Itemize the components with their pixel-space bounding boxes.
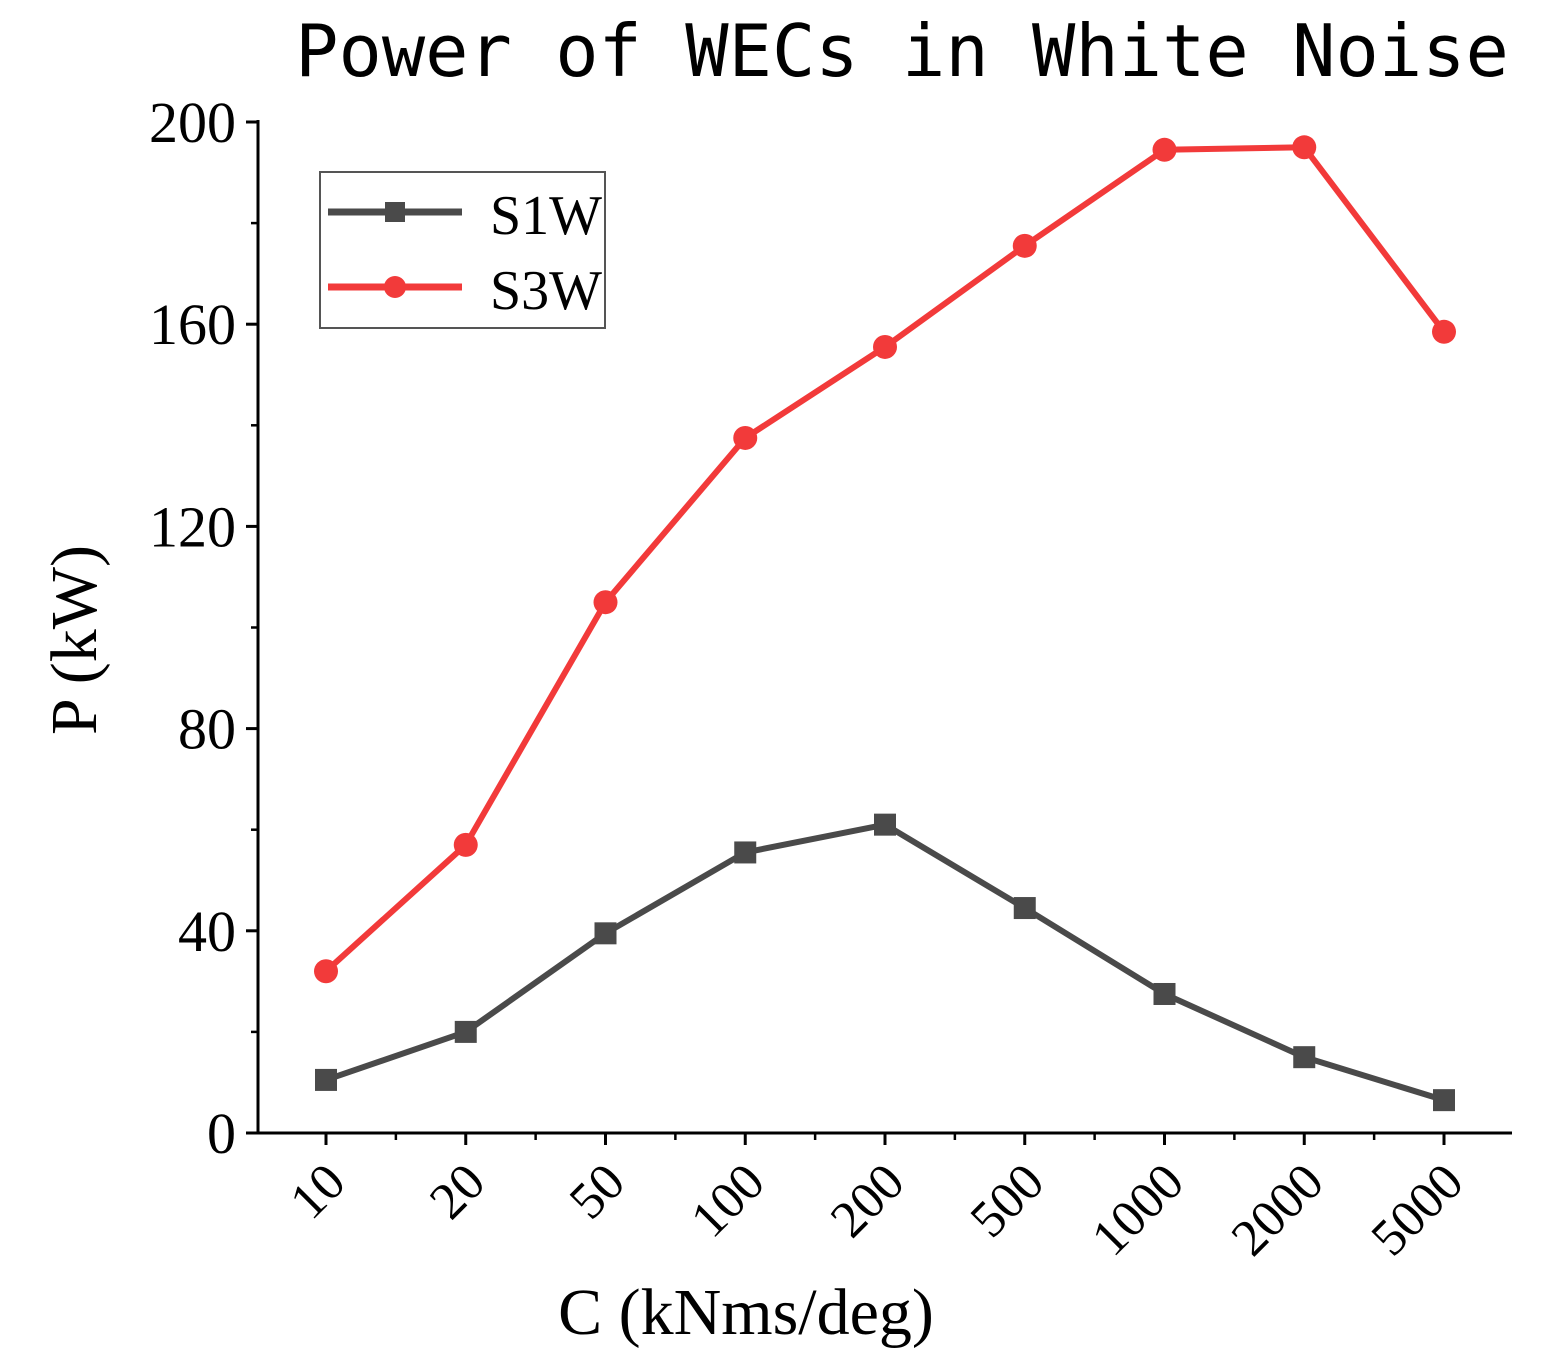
data-point-s1w (1433, 1089, 1455, 1112)
data-point-s3w (314, 959, 338, 984)
x-tick-label: 2000 (1221, 1153, 1335, 1267)
x-tick-label: 5000 (1361, 1153, 1475, 1267)
series-group (314, 135, 1456, 1112)
x-tick-label: 1000 (1081, 1153, 1195, 1267)
data-point-s3w (1012, 233, 1037, 258)
x-tick-label: 200 (820, 1153, 915, 1248)
x-tick-label: 20 (419, 1153, 496, 1230)
chart-title: Power of WECs in White Noise (295, 9, 1509, 93)
data-point-s1w (734, 841, 757, 864)
y-axis-label: P (kW) (38, 545, 111, 735)
data-point-s3w (1432, 319, 1456, 344)
data-point-s3w (453, 832, 478, 857)
x-axis-ticks: 10 20 50 100 200 500 1000 2000 5000 (279, 1133, 1474, 1267)
data-point-s1w (1293, 1046, 1316, 1069)
legend-label-s1w: S1W (490, 185, 602, 247)
legend-box (319, 171, 606, 329)
y-axis-ticks: 0 40 80 120 160 200 (149, 90, 258, 1166)
legend-marker-s1w (385, 202, 405, 222)
data-point-s1w (1153, 982, 1176, 1005)
y-tick-label: 120 (149, 494, 236, 559)
data-point-s1w (315, 1068, 337, 1091)
data-point-s1w (454, 1020, 477, 1043)
y-tick-label: 80 (178, 697, 236, 762)
series-line-s1w (325, 821, 1445, 1104)
x-tick-label: 50 (559, 1153, 636, 1230)
data-point-s1w (1013, 897, 1036, 920)
y-tick-label: 200 (149, 90, 236, 155)
x-axis-label: C (kNms/deg) (558, 1276, 934, 1349)
y-tick-label: 40 (178, 899, 236, 964)
data-point-s3w (873, 334, 897, 359)
x-tick-label: 100 (680, 1153, 775, 1248)
legend: S1W S3W (319, 171, 606, 329)
legend-marker-s3w (384, 276, 406, 298)
data-point-s3w (1152, 137, 1177, 162)
y-tick-label: 0 (207, 1101, 236, 1166)
data-point-s3w (593, 590, 618, 615)
data-point-s1w (874, 813, 896, 836)
data-point-s1w (594, 922, 617, 945)
data-point-s3w (1292, 135, 1317, 160)
x-tick-label: 10 (279, 1153, 356, 1230)
data-point-s3w (733, 425, 758, 450)
y-tick-label: 160 (149, 292, 236, 357)
x-tick-label: 500 (960, 1153, 1055, 1248)
legend-label-s3w: S3W (490, 260, 602, 322)
